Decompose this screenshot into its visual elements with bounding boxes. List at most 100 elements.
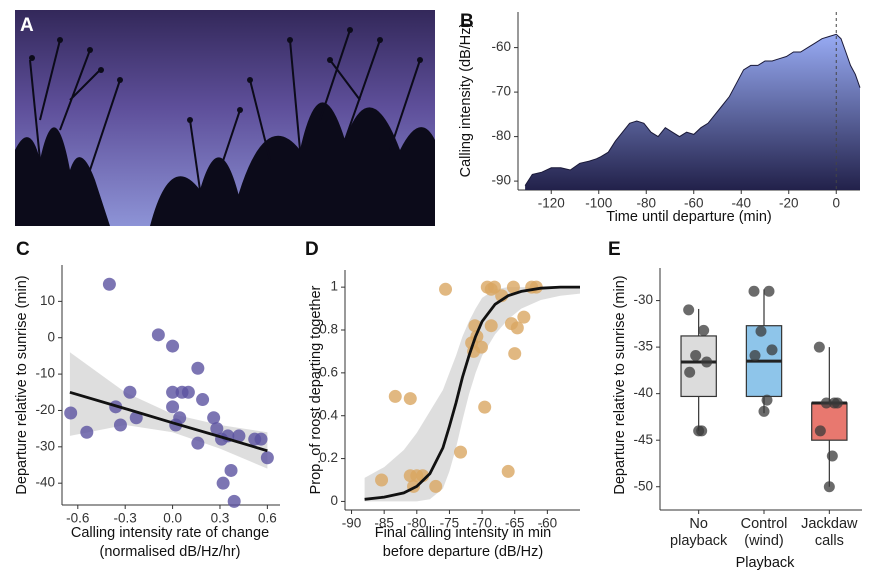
x-tick-label: -70 xyxy=(472,516,492,531)
x-axis-title: Playback xyxy=(736,555,796,571)
point xyxy=(684,366,696,378)
point xyxy=(64,406,78,420)
x-tick-label: -60 xyxy=(538,516,558,531)
y-tick-label: -45 xyxy=(633,432,653,447)
x-tick-label: -60 xyxy=(684,196,704,211)
y-tick-label: -20 xyxy=(35,402,55,417)
y-tick-label: -30 xyxy=(35,438,55,453)
point xyxy=(823,481,835,493)
point xyxy=(254,432,268,446)
y-tick-label: 0 xyxy=(47,329,55,344)
point xyxy=(260,451,274,465)
point xyxy=(196,393,210,407)
point xyxy=(113,418,127,432)
point xyxy=(191,361,205,375)
x-axis-title: Time until departure (min) xyxy=(606,209,771,225)
y-tick-label: -10 xyxy=(35,366,55,381)
point xyxy=(123,385,137,399)
point xyxy=(166,385,180,399)
y-axis-title: Prop. of roost departing together xyxy=(308,285,324,494)
point xyxy=(826,450,838,462)
point xyxy=(224,463,238,477)
point xyxy=(831,397,843,409)
y-tick-label: 0.6 xyxy=(319,364,338,379)
point xyxy=(749,349,761,361)
y-tick-label: -40 xyxy=(633,385,653,400)
panel-label: E xyxy=(608,239,621,260)
point xyxy=(181,385,195,399)
point xyxy=(207,411,221,425)
point xyxy=(517,310,531,324)
panel-label: D xyxy=(305,239,319,260)
point xyxy=(388,389,402,403)
x-tick-label: -20 xyxy=(779,196,799,211)
point xyxy=(763,285,775,297)
confidence-band xyxy=(364,287,580,502)
y-tick-label: 1 xyxy=(330,279,338,294)
box xyxy=(680,335,717,398)
y-tick-label: 0 xyxy=(330,493,338,508)
point xyxy=(693,425,705,437)
y-tick-label: 0.2 xyxy=(319,450,338,465)
x-tick-label: -0.6 xyxy=(66,511,89,526)
panel-label: C xyxy=(16,239,30,260)
y-axis-title: Calling intensity (dB/Hz) xyxy=(458,23,474,178)
point xyxy=(813,341,825,353)
x-axis-title: Calling intensity rate of change xyxy=(71,525,269,541)
point xyxy=(454,445,468,459)
x-tick-label: -85 xyxy=(374,516,394,531)
fit-line xyxy=(364,285,580,501)
x-tick-label: Control (wind) xyxy=(740,516,788,549)
point xyxy=(487,280,501,294)
y-tick-label: -30 xyxy=(633,292,653,307)
point xyxy=(761,394,773,406)
x-tick-label: No playback xyxy=(670,516,728,549)
point xyxy=(375,473,389,487)
point xyxy=(701,356,713,368)
point xyxy=(510,321,524,335)
x-tick-label: -75 xyxy=(440,516,460,531)
point xyxy=(484,319,498,333)
point xyxy=(506,280,520,294)
point xyxy=(758,405,770,417)
point xyxy=(755,325,767,337)
y-tick-label: -80 xyxy=(491,128,511,143)
y-tick-label: -40 xyxy=(35,475,55,490)
point xyxy=(501,464,515,478)
x-axis-title: before departure (dB/Hz) xyxy=(383,544,543,560)
x-tick-label: -65 xyxy=(505,516,525,531)
x-tick-label: -80 xyxy=(407,516,427,531)
fit-line xyxy=(69,390,268,453)
point xyxy=(129,411,143,425)
x-tick-label: 0.3 xyxy=(211,511,230,526)
point xyxy=(814,425,826,437)
area xyxy=(525,34,860,190)
point xyxy=(227,494,241,508)
point xyxy=(698,324,710,336)
y-tick-label: -70 xyxy=(491,84,511,99)
x-axis-title: Final calling intensity in min xyxy=(375,525,552,541)
point xyxy=(216,476,230,490)
point xyxy=(766,344,778,356)
y-tick-label: -35 xyxy=(633,339,653,354)
point xyxy=(191,436,205,450)
point xyxy=(478,400,492,414)
x-tick-label: -100 xyxy=(585,196,612,211)
point xyxy=(748,285,760,297)
point xyxy=(151,328,165,342)
x-tick-label: -80 xyxy=(636,196,656,211)
x-tick-label: -0.3 xyxy=(114,511,137,526)
point xyxy=(683,304,695,316)
y-axis-title: Departure relative to sunrise (min) xyxy=(612,275,628,494)
point xyxy=(508,347,522,361)
x-axis-title: (normalised dB/Hz/hr) xyxy=(99,544,240,560)
photo: A xyxy=(15,10,435,226)
y-axis-title: Departure relative to sunrise (min) xyxy=(14,275,30,494)
point xyxy=(429,479,443,493)
y-tick-label: -50 xyxy=(633,478,653,493)
x-tick-label: -120 xyxy=(538,196,565,211)
x-tick-label: 0.0 xyxy=(163,511,182,526)
point xyxy=(210,422,224,436)
